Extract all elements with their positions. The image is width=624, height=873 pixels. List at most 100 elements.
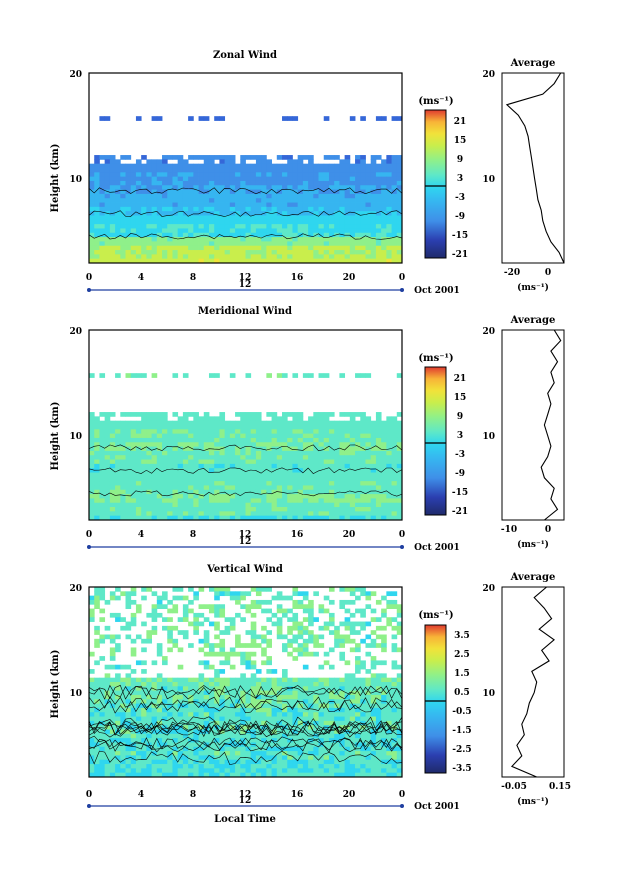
heatmap-cell <box>99 116 106 121</box>
heatmap-cell <box>355 193 361 199</box>
heatmap-cell <box>130 651 137 657</box>
heatmap-cell <box>360 489 366 495</box>
heatmap-cell <box>94 751 100 756</box>
heatmap-cell <box>287 446 293 452</box>
heatmap-cell <box>266 608 272 614</box>
heatmap-cell <box>292 215 299 221</box>
heatmap-cell <box>162 193 168 199</box>
heatmap-cell <box>266 202 272 208</box>
heatmap-cell <box>396 511 403 517</box>
heatmap-cell <box>271 768 278 774</box>
heatmap-cell <box>146 206 152 212</box>
heatmap-cell <box>99 716 106 722</box>
heatmap-cell <box>198 446 205 452</box>
heatmap-cell <box>355 502 361 508</box>
heatmap-cell <box>167 206 173 212</box>
heatmap-cell <box>276 690 283 696</box>
heatmap-cell <box>130 185 137 190</box>
heatmap-cell <box>313 450 319 456</box>
heatmap-cell <box>229 215 236 221</box>
heatmap-cell <box>266 420 272 426</box>
heatmap-cell <box>120 759 126 765</box>
heatmap-cell <box>208 180 215 186</box>
heatmap-cell <box>235 228 241 234</box>
heatmap-cell <box>328 442 335 447</box>
heatmap-cell <box>344 621 351 627</box>
heatmap-cell <box>177 738 184 743</box>
heatmap-cell <box>261 215 267 221</box>
heatmap-cell <box>162 472 168 478</box>
x-tick-label: 8 <box>190 790 196 800</box>
heatmap-cell <box>235 172 241 178</box>
heatmap-cell <box>235 455 241 460</box>
heatmap-cell <box>167 686 173 692</box>
heatmap-cell <box>355 656 361 661</box>
heatmap-cell <box>323 250 330 255</box>
heatmap-cell <box>323 412 330 417</box>
heatmap-cell <box>360 442 366 447</box>
heatmap-cell <box>167 759 173 765</box>
heatmap-cell <box>229 591 236 597</box>
heatmap-cell <box>89 232 95 238</box>
heatmap-cell <box>344 716 351 722</box>
heatmap-cell <box>151 232 158 238</box>
heatmap-cell <box>297 772 304 778</box>
heatmap-cell <box>151 425 158 430</box>
heatmap-cell <box>386 202 392 208</box>
heatmap-cell <box>193 768 199 774</box>
heatmap-cell <box>182 437 189 443</box>
heatmap-cell <box>193 455 199 460</box>
heatmap-cell <box>313 193 319 199</box>
heatmap-cell <box>261 446 267 452</box>
heatmap-cell <box>370 511 377 517</box>
heatmap-cell <box>229 176 236 182</box>
heatmap-cell <box>245 416 252 422</box>
heatmap-cell <box>255 241 262 247</box>
heatmap-cell <box>219 669 226 674</box>
heatmap-cell <box>287 677 293 683</box>
heatmap-cell <box>99 476 106 482</box>
x-tick-label: 20 <box>343 273 356 283</box>
heatmap-cell <box>282 168 288 173</box>
heatmap-cell <box>89 764 95 769</box>
heatmap-cell <box>360 459 366 465</box>
heatmap-cell <box>334 485 340 491</box>
heatmap-cell <box>302 768 309 774</box>
heatmap-cell <box>167 502 173 508</box>
heatmap-cell <box>188 699 194 704</box>
heatmap-cell <box>224 206 231 212</box>
heatmap-cell <box>245 232 252 238</box>
heatmap-cell <box>282 155 288 160</box>
heatmap-cell <box>167 699 173 704</box>
heatmap-cell <box>276 228 283 234</box>
heatmap-cell <box>250 155 257 160</box>
heatmap-cell <box>235 189 241 195</box>
heatmap-cell <box>292 159 299 165</box>
heatmap-cell <box>370 759 377 765</box>
heatmap-cell <box>386 420 392 426</box>
heatmap-cell <box>297 755 304 761</box>
heatmap-cell <box>99 468 106 473</box>
heatmap-cell <box>282 254 288 260</box>
heatmap-cell <box>360 250 366 255</box>
heatmap-cell <box>245 472 252 478</box>
heatmap-cell <box>261 703 267 709</box>
heatmap-cell <box>297 643 304 648</box>
heatmap-cell <box>198 746 205 752</box>
heatmap-cell <box>375 733 382 739</box>
heatmap-cell <box>235 476 241 482</box>
heatmap-cell <box>271 764 278 769</box>
heatmap-cell <box>302 459 309 465</box>
heatmap-cell <box>245 168 252 173</box>
heatmap-cell <box>344 412 351 417</box>
heatmap-cell <box>146 587 152 592</box>
heatmap-cell <box>229 686 236 692</box>
heatmap-cell <box>224 219 231 225</box>
heatmap-cell <box>261 686 267 692</box>
heatmap-cell <box>261 651 267 657</box>
heatmap-cell <box>318 759 325 765</box>
heatmap-cell <box>250 429 257 435</box>
date-range-end <box>400 804 404 808</box>
heatmap-cell <box>349 193 356 199</box>
